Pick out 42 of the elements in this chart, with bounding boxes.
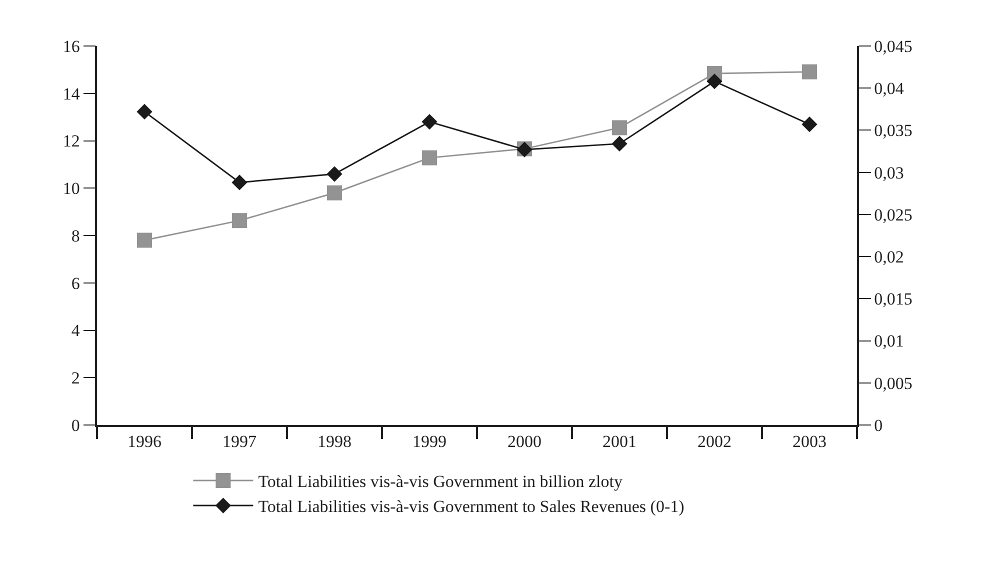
point — [422, 114, 438, 130]
y2-tick-label: 0,04 — [874, 79, 904, 98]
y2-tick-label: 0 — [874, 416, 883, 435]
y2-tick-label: 0,025 — [874, 205, 912, 224]
y-tick-label: 14 — [62, 84, 80, 104]
point — [706, 74, 722, 90]
y-tick-label: 6 — [71, 274, 80, 293]
point — [327, 185, 342, 200]
point — [802, 64, 817, 80]
y2-tick-label: 0,045 — [874, 36, 912, 56]
point — [612, 136, 628, 152]
x-tick-label: 2000 — [508, 432, 542, 452]
point — [422, 150, 437, 166]
legend-label: Total Liabilities vis-à-vis Government to Sales Revenues (0-1) — [258, 497, 684, 516]
y2-tick-label: 0,02 — [874, 248, 904, 267]
point — [136, 104, 152, 120]
x-tick-label: 1997 — [222, 432, 257, 452]
y2-tick-label: 0,015 — [874, 290, 912, 309]
y2-tick-label: 0,03 — [874, 163, 904, 182]
legend-label: Total Liabilities vis-à-vis Government in billion zloty — [258, 472, 623, 492]
y-tick-label: 8 — [71, 226, 80, 246]
y2-tick-label: 0,01 — [874, 332, 904, 351]
point — [137, 232, 152, 248]
y-tick-label: 4 — [71, 321, 80, 340]
x-tick-label: 1998 — [318, 432, 352, 452]
x-tick-label: 2003 — [792, 432, 826, 452]
point — [612, 120, 627, 136]
point — [326, 166, 342, 182]
point — [232, 213, 247, 228]
y-tick-label: 2 — [71, 368, 80, 388]
x-tick-label: 2001 — [602, 432, 636, 452]
point — [232, 174, 248, 190]
y2-tick-label: 0,005 — [874, 374, 912, 393]
y-tick-label: 10 — [62, 179, 80, 198]
x-tick-label: 1999 — [412, 432, 446, 452]
point — [802, 116, 818, 132]
y-tick-label: 16 — [62, 36, 80, 56]
y-tick-label: 0 — [71, 416, 80, 435]
x-tick-label: 2002 — [698, 432, 732, 452]
x-tick-label: 1996 — [128, 432, 162, 452]
y-tick-label: 12 — [62, 132, 80, 151]
y2-tick-label: 0,035 — [874, 121, 912, 140]
